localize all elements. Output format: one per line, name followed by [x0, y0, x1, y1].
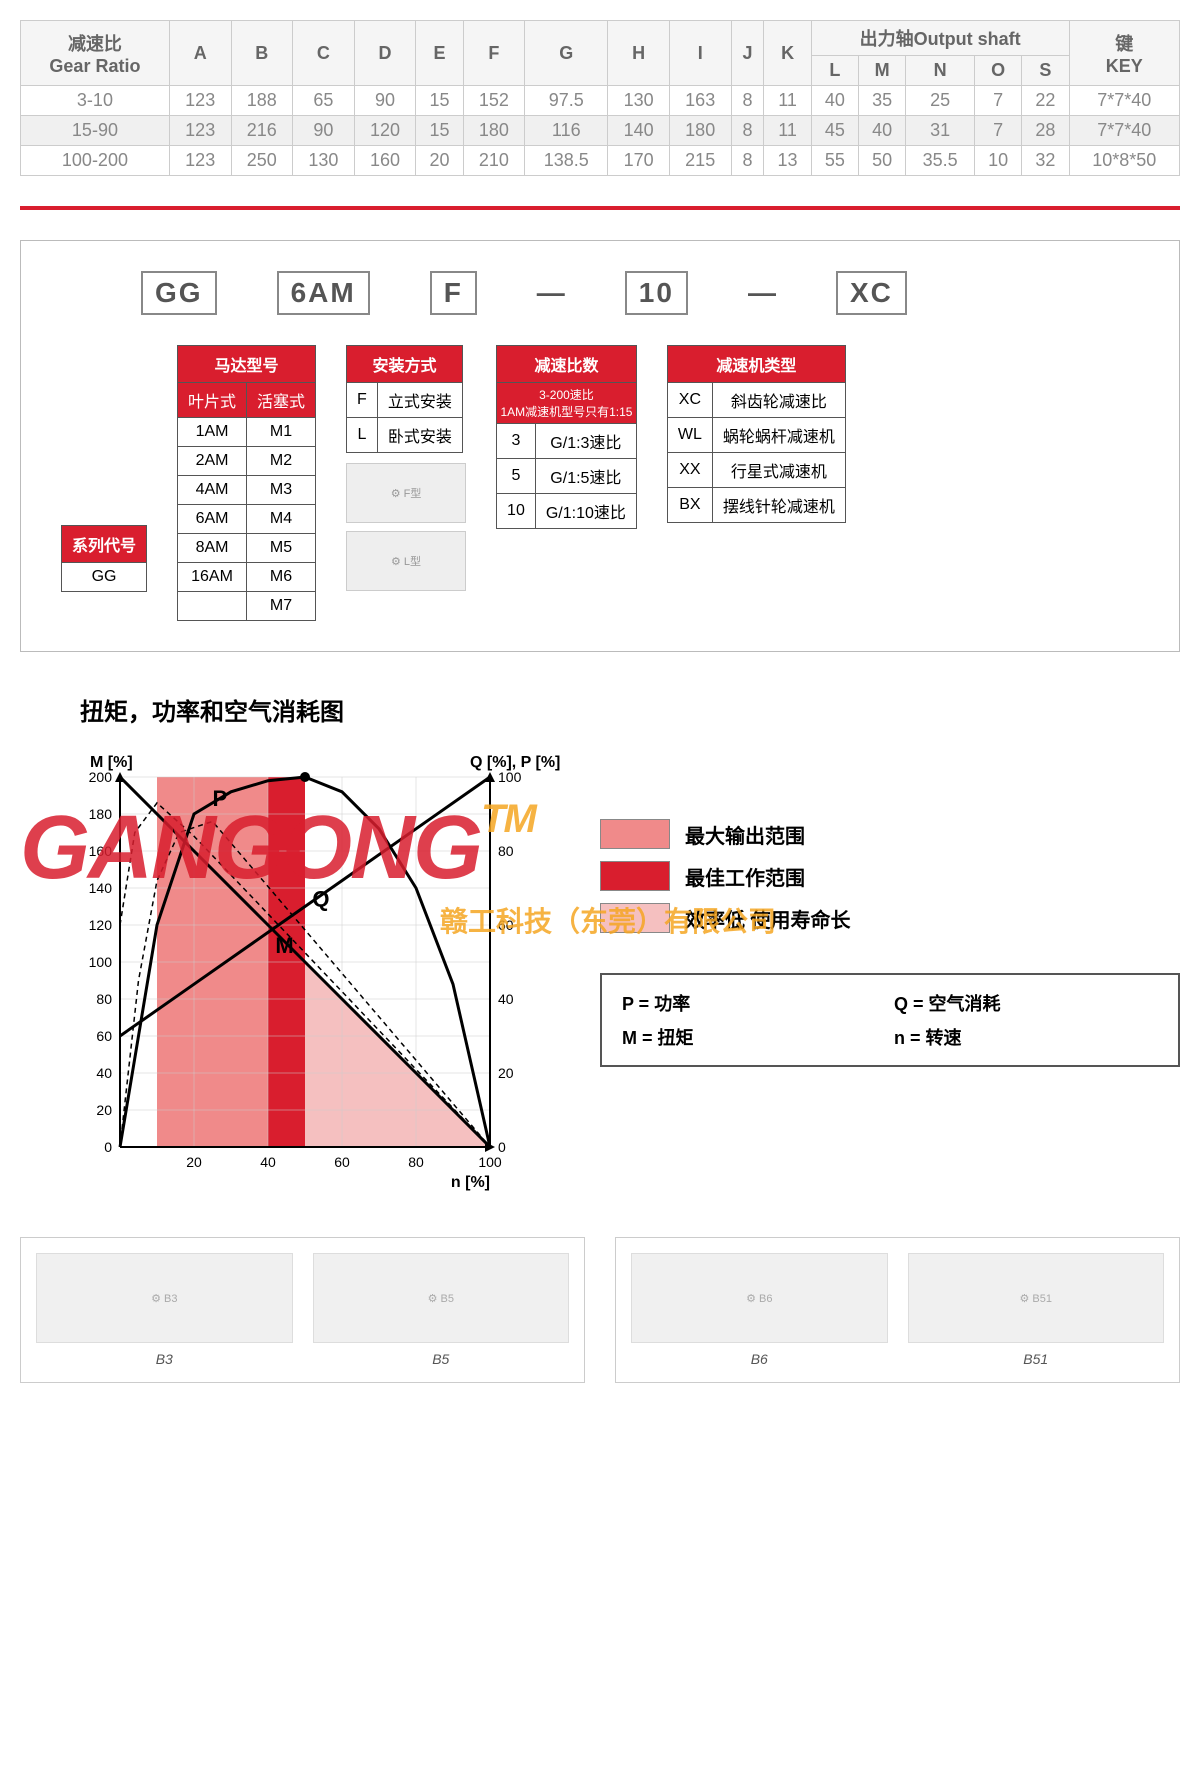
install-table: 安装方式F立式安装L卧式安装	[346, 345, 463, 453]
code-10: 10	[625, 271, 688, 315]
product-img-B5: ⚙ B5	[313, 1253, 570, 1343]
code-XC: XC	[836, 271, 907, 315]
product-label: B51	[908, 1351, 1165, 1367]
svg-text:M: M	[275, 933, 293, 958]
motor-table: 马达型号叶片式活塞式1AMM12AMM24AMM36AMM48AMM516AMM…	[177, 345, 316, 621]
product-label: B3	[36, 1351, 293, 1367]
divider	[20, 206, 1180, 210]
svg-text:Q [%], P [%]: Q [%], P [%]	[470, 754, 560, 771]
spec-table: 减速比Gear RatioABCDEFGHIJK出力轴Output shaft键…	[20, 20, 1180, 176]
ratio-table: 减速比数3-200速比1AM减速机型号只有1:153G/1:3速比5G/1:5速…	[496, 345, 637, 529]
product-label: B6	[631, 1351, 888, 1367]
svg-text:20: 20	[498, 1065, 514, 1081]
svg-text:60: 60	[96, 1028, 112, 1044]
install-img-l: ⚙ L型	[346, 531, 466, 591]
svg-text:80: 80	[96, 991, 112, 1007]
svg-text:140: 140	[89, 880, 113, 896]
install-img-f: ⚙ F型	[346, 463, 466, 523]
svg-text:100: 100	[478, 1154, 502, 1170]
svg-text:200: 200	[89, 769, 113, 785]
svg-text:P: P	[213, 786, 228, 811]
product-img-B6: ⚙ B6	[631, 1253, 888, 1343]
svg-text:180: 180	[89, 806, 113, 822]
code-6AM: 6AM	[277, 271, 370, 315]
install-images: ⚙ F型 ⚙ L型	[346, 463, 466, 591]
svg-text:0: 0	[104, 1139, 112, 1155]
svg-text:40: 40	[498, 991, 514, 1007]
code-GG: GG	[141, 271, 217, 315]
series-value: GG	[62, 563, 147, 592]
svg-text:60: 60	[334, 1154, 350, 1170]
legend-defs: P = 功率Q = 空气消耗M = 扭矩n = 转速	[600, 973, 1180, 1067]
svg-text:40: 40	[96, 1065, 112, 1081]
chart-legend: 最大输出范围最佳工作范围效率低 使用寿命长 P = 功率Q = 空气消耗M = …	[600, 747, 1180, 1197]
model-codes: GG6AMF—10—XC	[141, 271, 1139, 315]
svg-text:Q: Q	[312, 887, 329, 912]
product-img-B51: ⚙ B51	[908, 1253, 1165, 1343]
series-table: 系列代号 GG	[61, 525, 147, 592]
svg-text:60: 60	[498, 917, 514, 933]
code-F: F	[430, 271, 477, 315]
svg-text:M [%]: M [%]	[90, 754, 133, 771]
svg-text:20: 20	[186, 1154, 202, 1170]
svg-text:160: 160	[89, 843, 113, 859]
chart: 0 20 40 60 80 100 120 140 160 180 200 0 20 40 60 80 100 2…	[60, 747, 560, 1197]
chart-title: 扭矩，功率和空气消耗图	[80, 692, 1180, 727]
svg-text:100: 100	[498, 769, 522, 785]
reducer-table: 减速机类型XC斜齿轮减速比WL蜗轮蜗杆减速机XX行星式减速机BX摆线针轮减速机	[667, 345, 846, 523]
product-label: B5	[313, 1351, 570, 1367]
svg-text:80: 80	[498, 843, 514, 859]
model-section: GG6AMF—10—XC 系列代号 GG 马达型号叶片式活塞式1AMM12AMM…	[20, 240, 1180, 652]
svg-text:80: 80	[408, 1154, 424, 1170]
series-header: 系列代号	[62, 526, 147, 563]
svg-text:100: 100	[89, 954, 113, 970]
svg-text:0: 0	[498, 1139, 506, 1155]
svg-text:n [%]: n [%]	[451, 1174, 490, 1191]
products: ⚙ B3 B3 ⚙ B5 B5 ⚙ B6 B6 ⚙ B51 B51	[20, 1237, 1180, 1383]
svg-text:40: 40	[260, 1154, 276, 1170]
svg-text:120: 120	[89, 917, 113, 933]
product-img-B3: ⚙ B3	[36, 1253, 293, 1343]
svg-text:20: 20	[96, 1102, 112, 1118]
